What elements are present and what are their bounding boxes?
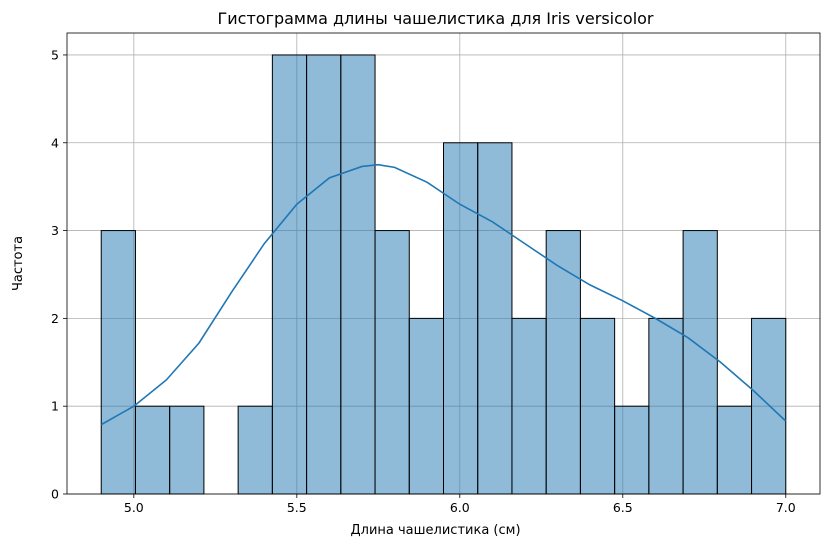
x-axis-ticks: 5.0 5.5 6.0 6.5 7.0 <box>124 494 796 515</box>
histogram-bar <box>545 230 581 495</box>
x-tick-label: 5.0 <box>124 500 144 515</box>
y-tick-label: 5 <box>51 47 59 62</box>
x-tick-label: 5.5 <box>287 500 307 515</box>
histogram-bar <box>751 317 787 495</box>
histogram-bar <box>100 230 136 495</box>
histogram-bar <box>169 405 205 495</box>
histogram-bars <box>100 54 787 495</box>
chart-title: Гистограмма длины чашелистика для Iris v… <box>218 9 654 28</box>
histogram-bar <box>237 405 273 495</box>
histogram-bar <box>579 317 616 495</box>
y-tick-label: 4 <box>51 135 59 150</box>
y-axis-ticks: 0 1 2 3 4 5 <box>51 47 67 502</box>
histogram-bar <box>682 230 718 495</box>
histogram-bar <box>374 230 410 495</box>
y-axis-label: Частота <box>11 236 26 291</box>
y-tick-label: 2 <box>51 311 59 326</box>
y-tick-label: 3 <box>51 223 59 238</box>
histogram-bar <box>134 405 171 495</box>
y-tick-label: 0 <box>51 487 59 502</box>
histogram-bar <box>340 54 376 495</box>
x-tick-label: 6.5 <box>613 500 633 515</box>
x-axis-label: Длина чашелистика (см) <box>350 523 520 538</box>
x-tick-label: 6.0 <box>450 500 470 515</box>
histogram-bar <box>271 54 308 495</box>
histogram-bar <box>716 405 753 495</box>
kde-layer <box>100 163 787 426</box>
histogram-bar <box>614 405 650 495</box>
y-tick-label: 1 <box>51 399 59 414</box>
histogram-bar <box>648 317 684 495</box>
histogram-bar <box>511 317 547 495</box>
histogram-bar <box>443 142 479 495</box>
histogram-bar <box>408 317 445 495</box>
plot-frame <box>66 32 821 495</box>
kde-curve <box>100 163 787 426</box>
histogram-bar <box>306 54 342 495</box>
x-tick-label: 7.0 <box>776 500 796 515</box>
histogram-bar <box>477 142 513 495</box>
